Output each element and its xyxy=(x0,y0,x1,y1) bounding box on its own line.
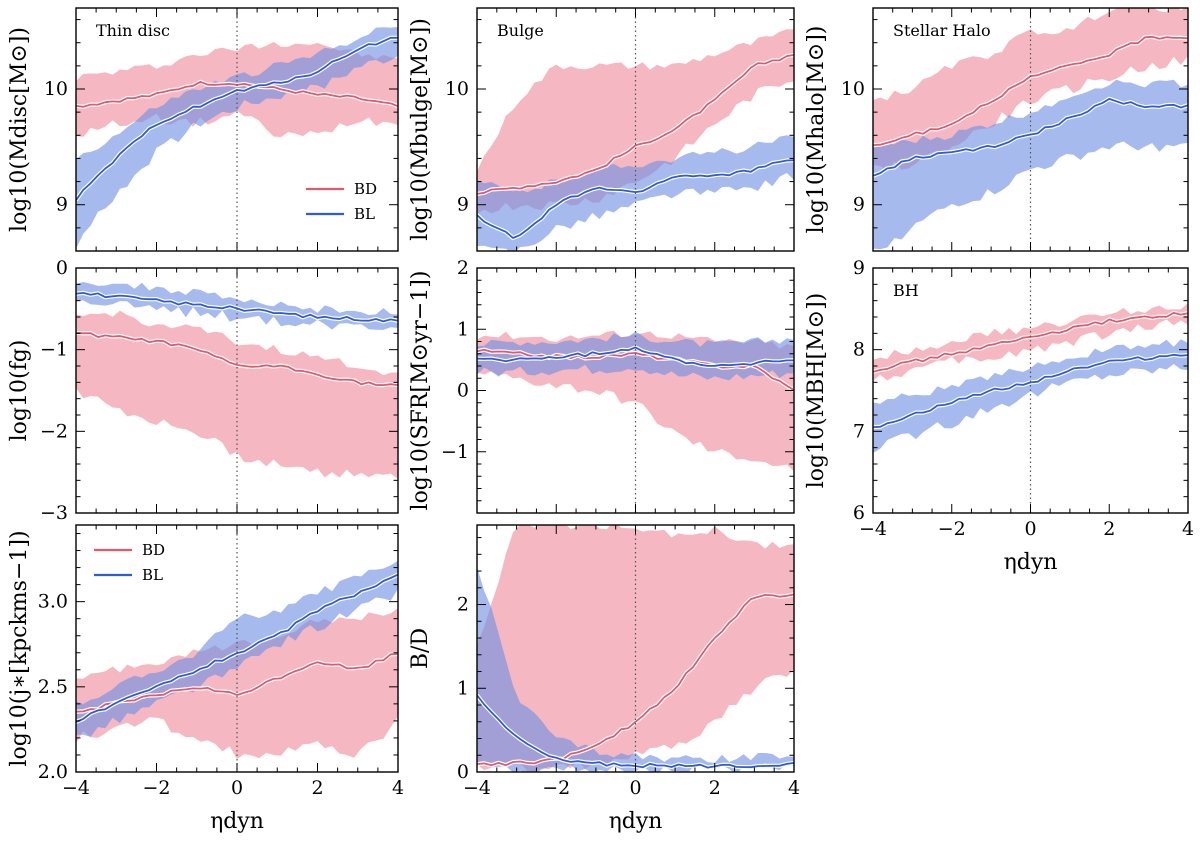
y-tick-label: 9 xyxy=(56,194,68,216)
y-axis-label: log10(fg) xyxy=(7,340,32,442)
median-line-bd xyxy=(477,593,794,767)
x-tick-label: 2 xyxy=(1103,518,1115,540)
y-tick-label: 9 xyxy=(457,194,469,216)
x-tick-label: −2 xyxy=(142,777,170,799)
y-tick-label: 9 xyxy=(853,257,865,279)
median-line-bd xyxy=(76,331,398,386)
x-tick-label: 0 xyxy=(629,777,641,799)
legend-label-bd: BD xyxy=(354,180,377,198)
y-axis-label: log10(Mdisc[M⊙]) xyxy=(7,27,32,232)
band-bd xyxy=(873,303,1188,381)
x-tick-label: −4 xyxy=(859,518,887,540)
x-tick-label: 4 xyxy=(1182,518,1194,540)
x-axis-label: ηdyn xyxy=(1004,550,1058,575)
x-tick-label: −4 xyxy=(463,777,491,799)
median-line-bl xyxy=(873,353,1188,428)
panel-title: Bulge xyxy=(497,21,544,40)
y-axis-label: log10(MBH[M⊙]) xyxy=(804,293,829,489)
median-line-bd xyxy=(477,348,794,391)
legend-label-bd: BD xyxy=(142,541,165,559)
x-tick-label: 2 xyxy=(311,777,323,799)
panel-stellar-halo: 9 10 log10(Mhalo[M⊙]) Stellar Halo xyxy=(804,7,1189,252)
legend: BD BL xyxy=(306,180,377,223)
y-tick-label: 2.5 xyxy=(38,676,68,698)
legend: BD BL xyxy=(94,541,165,584)
x-tick-label: 4 xyxy=(788,777,800,799)
panel-bulge: 9 10 log10(Mbulge[M⊙]) Bulge xyxy=(408,7,795,252)
median-line-bl xyxy=(477,159,794,239)
y-tick-label: 2 xyxy=(457,594,469,616)
panel-title: Thin disc xyxy=(96,21,170,40)
panel-black-hole: −4 −2 0 2 4 6 7 8 9 log10(MBH[M⊙]) ηdyn BH xyxy=(804,257,1194,575)
y-tick-label: 10 xyxy=(841,78,865,100)
panel-title: BH xyxy=(893,281,919,300)
median-line-bd xyxy=(477,54,794,195)
panel-sfr: −1 0 1 2 log10(SFR[M⊙yr−1]) xyxy=(408,257,795,514)
y-tick-label: 8 xyxy=(853,339,865,361)
y-tick-label: −2 xyxy=(40,420,68,442)
y-tick-label: 1 xyxy=(457,318,469,340)
median-line-bl xyxy=(76,573,398,723)
legend-label-bl: BL xyxy=(354,205,375,223)
panel-angular-momentum: −4 −2 0 2 4 2.0 2.5 3.0 log10(j∗[kpckms−1]) ηdyn B… xyxy=(7,524,404,834)
y-tick-label: −1 xyxy=(441,441,469,463)
y-tick-label: 0 xyxy=(457,380,469,402)
y-tick-label: 10 xyxy=(44,78,68,100)
panel-gas-fraction: −3 −2 −1 0 log10(fg) xyxy=(7,257,399,524)
y-axis-label: log10(j∗[kpckms−1]) xyxy=(7,530,32,766)
x-tick-label: 0 xyxy=(231,777,243,799)
y-tick-label: 2 xyxy=(457,257,469,279)
y-axis-label: log10(Mbulge[M⊙]) xyxy=(408,18,433,241)
x-axis-label: ηdyn xyxy=(609,809,663,834)
y-tick-label: −3 xyxy=(40,502,68,524)
x-tick-label: 0 xyxy=(1024,518,1036,540)
band-bd xyxy=(477,525,794,772)
band-bl xyxy=(873,79,1188,250)
band-bl xyxy=(873,339,1188,453)
y-axis-label: log10(SFR[M⊙yr−1]) xyxy=(408,271,433,511)
y-tick-label: 10 xyxy=(445,78,469,100)
panel-bulge-to-disc: −4 −2 0 2 4 0 1 2 B/D ηdyn xyxy=(408,524,800,834)
y-tick-label: 0 xyxy=(56,257,68,279)
band-bl xyxy=(76,27,398,249)
y-tick-label: 1 xyxy=(457,677,469,699)
median-line-bl xyxy=(477,346,794,367)
band-bl xyxy=(477,331,794,381)
y-tick-label: 7 xyxy=(853,420,865,442)
y-axis-label: log10(Mhalo[M⊙]) xyxy=(804,26,829,234)
panel-title: Stellar Halo xyxy=(893,21,991,40)
band-bl xyxy=(477,566,794,772)
x-axis-label: ηdyn xyxy=(210,809,264,834)
plot-area xyxy=(76,560,398,760)
plot-area xyxy=(477,525,794,772)
x-tick-label: 2 xyxy=(709,777,721,799)
x-tick-label: −2 xyxy=(542,777,570,799)
panel-thin-disc: 9 10 log10(Mdisc[M⊙]) Thin disc BD BL xyxy=(7,7,399,252)
legend-label-bl: BL xyxy=(142,566,163,584)
band-bl xyxy=(76,560,398,737)
median-line-bd xyxy=(76,653,398,713)
median-line-bl xyxy=(76,292,398,323)
y-tick-label: 2.0 xyxy=(38,761,68,783)
x-tick-label: 4 xyxy=(392,777,404,799)
y-tick-label: 6 xyxy=(853,502,865,524)
y-tick-label: 9 xyxy=(853,194,865,216)
x-tick-label: −2 xyxy=(938,518,966,540)
y-axis-label: B/D xyxy=(408,628,433,669)
x-tick-label: −4 xyxy=(62,777,90,799)
y-tick-label: 3.0 xyxy=(38,591,68,613)
y-tick-label: −1 xyxy=(40,339,68,361)
y-tick-label: 0 xyxy=(457,761,469,783)
plot-area xyxy=(477,330,794,472)
